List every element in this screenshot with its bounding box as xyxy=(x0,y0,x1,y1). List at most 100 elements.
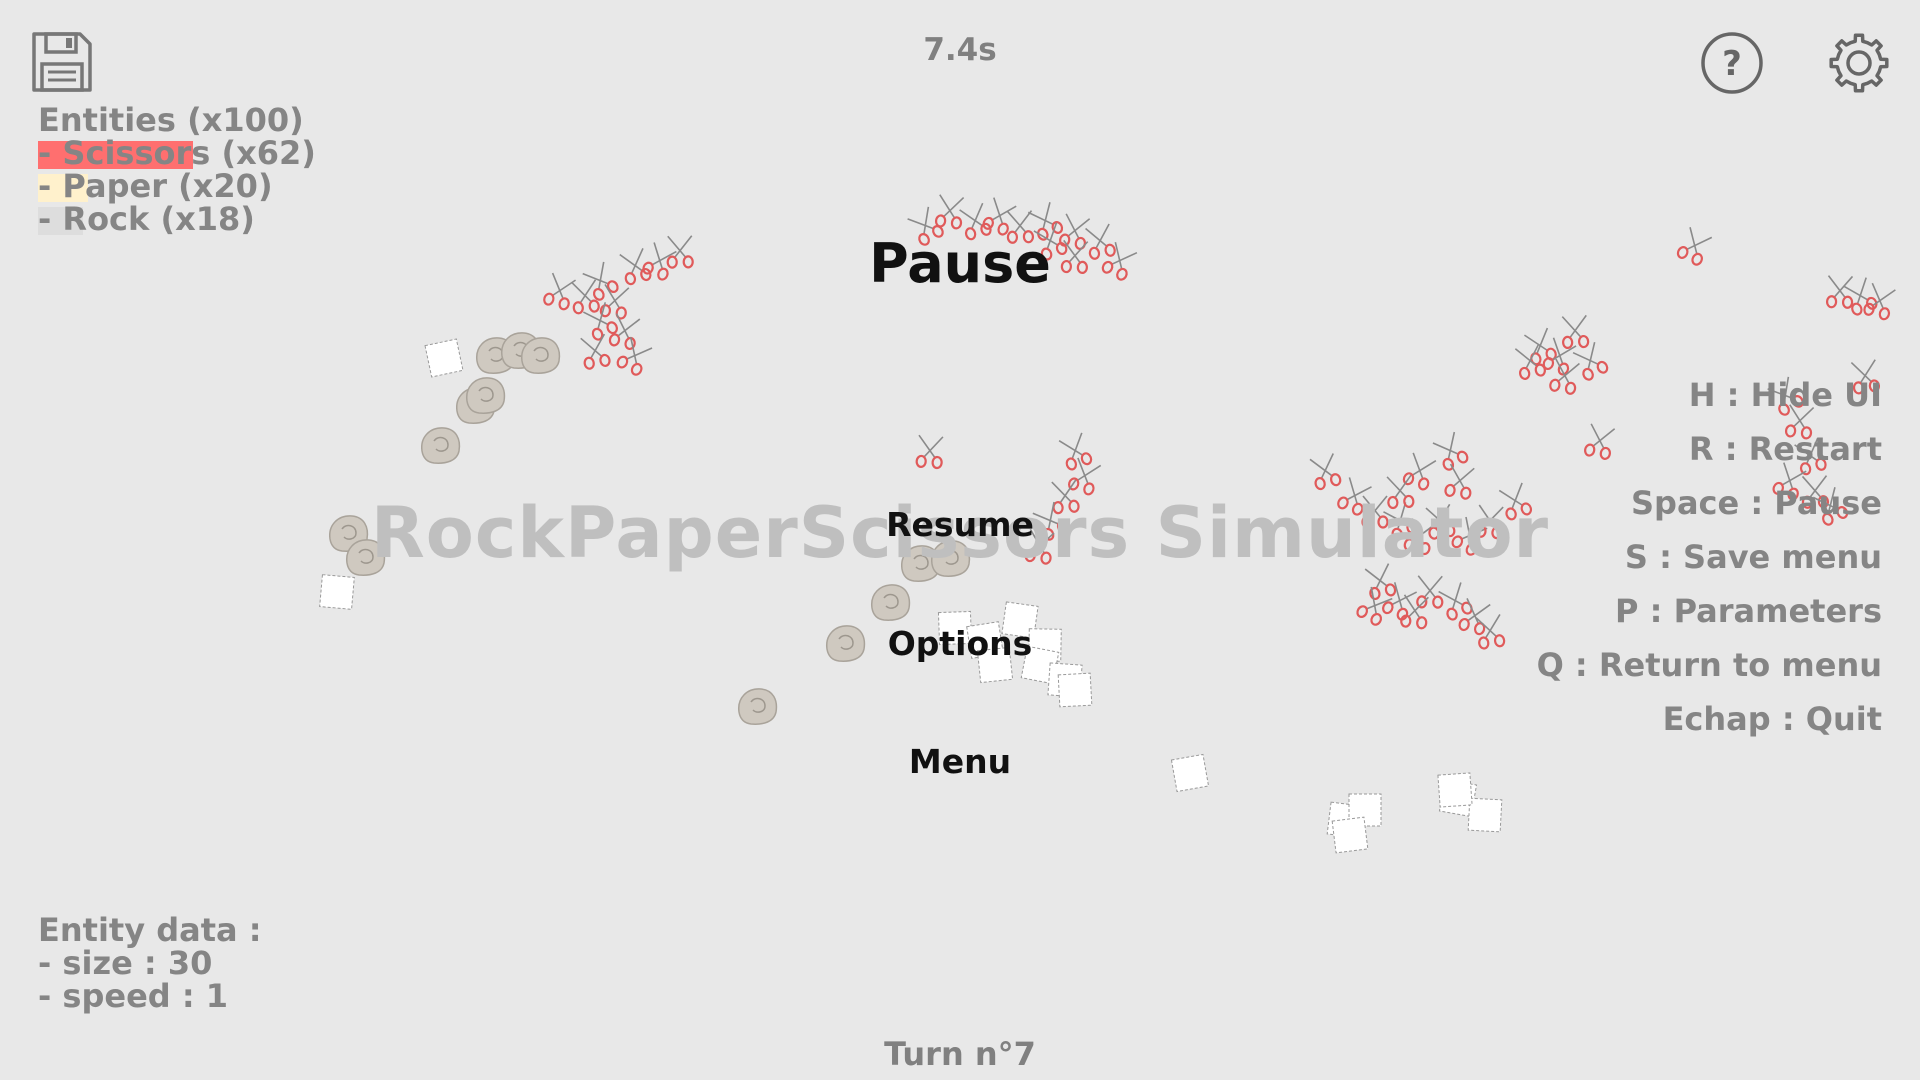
scissors-entity xyxy=(1451,516,1488,556)
paper-entity xyxy=(1170,753,1210,793)
save-icon[interactable] xyxy=(30,30,94,94)
shortcut-restart: R : Restart xyxy=(1688,430,1882,468)
shortcut-return-menu: Q : Return to menu xyxy=(1536,646,1882,684)
scissors-entity xyxy=(1033,222,1068,261)
scissors-entity xyxy=(907,206,944,246)
scissors-entity xyxy=(1425,503,1456,540)
scissors-entity xyxy=(1101,241,1138,281)
scissors-entity xyxy=(1400,594,1429,630)
scissors-entity xyxy=(1032,501,1069,541)
scissors-entity xyxy=(1863,282,1896,321)
shortcut-hide-ui: H : Hide UI xyxy=(1688,376,1882,414)
game-title-watermark: RockPaperScissors Simulator xyxy=(370,492,1550,574)
scissors-entity xyxy=(1825,275,1854,309)
entity-data-panel: Entity data : - size : 30 - speed : 1 xyxy=(38,914,262,1013)
scissors-entity xyxy=(580,333,611,370)
scissors-entity xyxy=(1386,474,1415,510)
keyboard-shortcuts: H : Hide UI R : Restart Space : Pause S … xyxy=(1537,372,1882,750)
scissors-entity xyxy=(1006,210,1035,244)
scissors-entity xyxy=(642,242,677,281)
entity-size: - size : 30 xyxy=(38,944,213,982)
entities-item-scissors: - Scissors (x62) xyxy=(38,134,316,172)
scissors-entity xyxy=(582,302,618,341)
scissors-entity xyxy=(1059,213,1091,250)
rock-entity xyxy=(738,688,778,725)
entities-item-paper: - Paper (x20) xyxy=(38,167,273,205)
rock-proportion-bar xyxy=(38,207,83,235)
menu-button[interactable]: Menu xyxy=(908,742,1012,781)
resume-button[interactable]: Resume xyxy=(886,505,1034,544)
rock-entity xyxy=(871,584,911,621)
entity-speed: - speed : 1 xyxy=(38,977,229,1015)
turn-counter: Turn n°7 xyxy=(884,1035,1036,1073)
scissors-entity xyxy=(1498,482,1533,521)
scissors-entity xyxy=(1444,463,1475,500)
scissors-entity xyxy=(1843,277,1878,316)
scissors-entity xyxy=(1416,575,1444,609)
entities-header: Entities (x100) xyxy=(38,101,304,139)
scissors-entity xyxy=(1812,487,1849,526)
shortcut-parameters: P : Parameters xyxy=(1615,592,1882,630)
scissors-entity xyxy=(1475,614,1506,650)
rock-entity xyxy=(466,377,506,414)
scissors-entity xyxy=(1402,452,1437,491)
scissors-entity xyxy=(1772,462,1807,501)
scissors-entity xyxy=(1403,518,1436,556)
scissors-entity xyxy=(1475,504,1504,540)
scissors-entity xyxy=(543,272,577,311)
scissors-entity xyxy=(1767,376,1804,416)
scissors-entity xyxy=(571,279,600,315)
scissors-entity xyxy=(1542,337,1577,376)
scissors-entity xyxy=(1085,223,1116,260)
scissors-entity xyxy=(982,197,1017,236)
paper-entity xyxy=(1467,797,1503,833)
help-icon[interactable]: ? xyxy=(1699,30,1765,96)
scissors-entity xyxy=(1850,359,1881,395)
paper-entity xyxy=(424,338,464,378)
scissors-entity xyxy=(608,313,641,351)
scissors-entity xyxy=(1561,314,1590,349)
scissors-entity xyxy=(616,336,653,376)
paper-entity xyxy=(1437,772,1473,808)
svg-text:?: ? xyxy=(1722,44,1742,84)
scissors-entity xyxy=(1514,343,1546,380)
rock-entity xyxy=(521,337,561,374)
scissors-entity xyxy=(1801,475,1830,509)
paper-entity xyxy=(1057,672,1093,708)
scissors-entity xyxy=(915,434,944,470)
scissors-entity xyxy=(1024,528,1055,565)
scissors-entity xyxy=(1337,477,1372,516)
scissors-entity xyxy=(1382,582,1418,621)
gear-icon[interactable] xyxy=(1826,30,1892,96)
scissors-entity xyxy=(1794,437,1827,476)
shortcut-pause: Space : Pause xyxy=(1630,484,1882,522)
elapsed-timer: 7.4s xyxy=(923,32,997,68)
scissors-entity xyxy=(666,235,694,269)
scissors-entity xyxy=(1364,563,1397,601)
scissors-entity xyxy=(934,194,965,230)
scissors-entity xyxy=(619,248,652,286)
scissors-entity xyxy=(1584,423,1616,460)
options-button[interactable]: Options xyxy=(887,624,1033,663)
scissors-entity xyxy=(1549,358,1580,395)
scissors-entity xyxy=(1572,341,1609,381)
paper-entity xyxy=(1331,816,1369,854)
rock-entity xyxy=(346,539,386,576)
rock-entity xyxy=(421,427,461,464)
paper-proportion-bar xyxy=(38,174,88,202)
paper-entity xyxy=(319,574,355,610)
scissors-entity xyxy=(1309,453,1342,491)
scissors-entity xyxy=(1027,202,1064,241)
scissors-entity xyxy=(1784,404,1815,440)
scissors-proportion-bar xyxy=(38,141,193,169)
entities-item-rock: - Rock (x18) xyxy=(38,200,255,238)
entity-data-header: Entity data : xyxy=(38,911,262,949)
rock-entity xyxy=(931,540,971,577)
scissors-entity xyxy=(582,261,619,301)
scissors-entity xyxy=(1058,432,1093,471)
scissors-entity xyxy=(1676,227,1713,266)
shortcut-save-menu: S : Save menu xyxy=(1624,538,1882,576)
scissors-entity xyxy=(1356,586,1393,626)
scissors-entity xyxy=(1432,431,1469,471)
